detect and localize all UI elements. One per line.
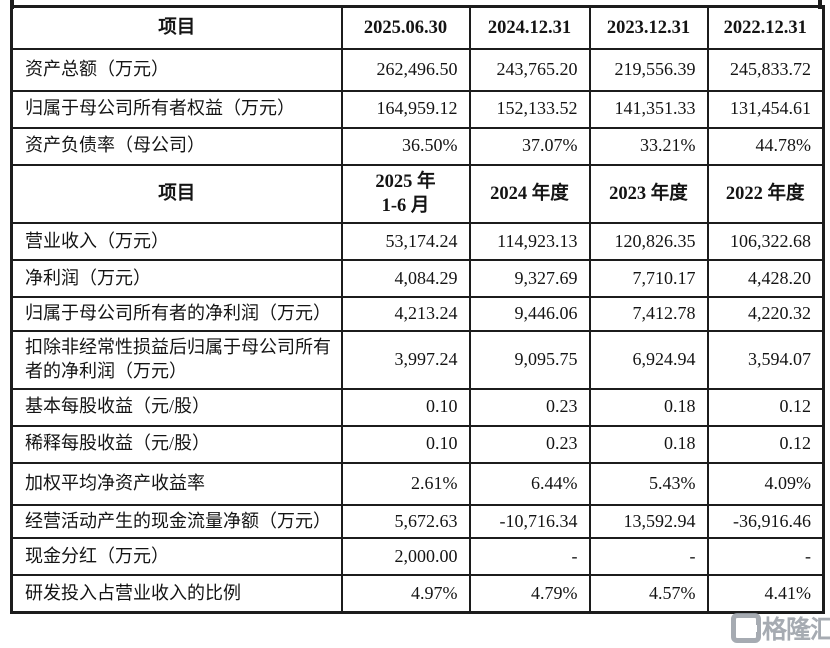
cell-value: 106,322.68 [706, 222, 825, 262]
row-label-total-assets: 资产总额（万元） [10, 47, 343, 92]
gelonghui-watermark: 格隆汇 [730, 610, 830, 646]
table-row: 稀释每股收益（元/股） 0.10 0.23 0.18 0.12 [10, 424, 825, 464]
cell-value: 4,213.24 [340, 296, 471, 333]
cell-value: 0.18 [588, 424, 709, 464]
cell-value: 0.10 [340, 424, 471, 464]
table-row: 归属于母公司所有者的净利润（万元） 4,213.24 9,446.06 7,41… [10, 296, 825, 333]
header-date-2023-12-31: 2023.12.31 [588, 5, 709, 50]
cell-value: 141,351.33 [588, 89, 709, 129]
cell-value: 152,133.52 [468, 89, 591, 129]
cell-value: 44.78% [706, 126, 825, 166]
cell-value: 13,592.94 [588, 503, 709, 540]
row-label-parent-net-profit: 归属于母公司所有者的净利润（万元） [10, 296, 343, 333]
cell-value: 5.43% [588, 461, 709, 506]
cell-value: 4,084.29 [340, 259, 471, 299]
cell-value: 4.09% [706, 461, 825, 506]
header-date-2025-06-30: 2025.06.30 [340, 5, 471, 50]
row-label-deducted-net-profit: 扣除非经常性损益后归属于母公司所有者的净利润（万元） [10, 330, 343, 390]
cell-value: 36.50% [340, 126, 471, 166]
financial-summary-table: 项目 2025.06.30 2024.12.31 2023.12.31 2022… [10, 5, 825, 614]
row-label-net-profit: 净利润（万元） [10, 259, 343, 299]
header-period-2023: 2023 年度 [588, 163, 709, 225]
cell-value: 219,556.39 [588, 47, 709, 92]
table-row: 资产总额（万元） 262,496.50 243,765.20 219,556.3… [10, 47, 825, 92]
row-label-revenue: 营业收入（万元） [10, 222, 343, 262]
row-label-rd-ratio: 研发投入占营业收入的比例 [10, 574, 343, 614]
table-row: 扣除非经常性损益后归属于母公司所有者的净利润（万元） 3,997.24 9,09… [10, 330, 825, 390]
cell-value: 9,327.69 [468, 259, 591, 299]
cell-value: 4.57% [588, 574, 709, 614]
cell-value: -10,716.34 [468, 503, 591, 540]
cell-value: 53,174.24 [340, 222, 471, 262]
cell-value: 4,220.32 [706, 296, 825, 333]
table-row: 现金分红（万元） 2,000.00 - - - [10, 537, 825, 577]
table-border-tick-left [10, 0, 14, 9]
row-label-cash-dividend: 现金分红（万元） [10, 537, 343, 577]
table-header-row-periods: 项目 2025 年 1-6 月 2024 年度 2023 年度 2022 年度 [10, 163, 825, 225]
cell-value: 7,710.17 [588, 259, 709, 299]
cell-value: 2,000.00 [340, 537, 471, 577]
cell-value: 2.61% [340, 461, 471, 506]
table-row: 经营活动产生的现金流量净额（万元） 5,672.63 -10,716.34 13… [10, 503, 825, 540]
cell-value: 3,997.24 [340, 330, 471, 390]
cell-value: 243,765.20 [468, 47, 591, 92]
table-row: 研发投入占营业收入的比例 4.97% 4.79% 4.57% 4.41% [10, 574, 825, 614]
cell-value: 7,412.78 [588, 296, 709, 333]
cell-value: 9,446.06 [468, 296, 591, 333]
row-label-parent-equity: 归属于母公司所有者权益（万元） [10, 89, 343, 129]
row-label-weighted-roe: 加权平均净资产收益率 [10, 461, 343, 506]
table-row: 营业收入（万元） 53,174.24 114,923.13 120,826.35… [10, 222, 825, 262]
cell-value: 131,454.61 [706, 89, 825, 129]
cell-value: 262,496.50 [340, 47, 471, 92]
table-header-row-balance: 项目 2025.06.30 2024.12.31 2023.12.31 2022… [10, 5, 825, 50]
cell-value: - [468, 537, 591, 577]
cell-value: 9,095.75 [468, 330, 591, 390]
cell-value: 245,833.72 [706, 47, 825, 92]
cell-value: 3,594.07 [706, 330, 825, 390]
cell-value: 4.79% [468, 574, 591, 614]
cell-value: 164,959.12 [340, 89, 471, 129]
cell-value: 33.21% [588, 126, 709, 166]
cell-value: 4.41% [706, 574, 825, 614]
table-row: 净利润（万元） 4,084.29 9,327.69 7,710.17 4,428… [10, 259, 825, 299]
cell-value: 0.18 [588, 387, 709, 427]
cell-value: 6,924.94 [588, 330, 709, 390]
row-label-debt-ratio: 资产负债率（母公司） [10, 126, 343, 166]
cell-value: 4,428.20 [706, 259, 825, 299]
watermark-text: 格隆汇 [761, 616, 830, 644]
cell-value: 6.44% [468, 461, 591, 506]
cell-value: 0.23 [468, 387, 591, 427]
cell-value: 0.12 [706, 387, 825, 427]
cell-value: 0.23 [468, 424, 591, 464]
cell-value: 5,672.63 [340, 503, 471, 540]
cell-value: 0.10 [340, 387, 471, 427]
header-period-2024: 2024 年度 [468, 163, 591, 225]
cell-value: 4.97% [340, 574, 471, 614]
header-date-2022-12-31: 2022.12.31 [706, 5, 825, 50]
header-period-2025-h1: 2025 年 1-6 月 [340, 163, 471, 225]
cell-value: -36,916.46 [706, 503, 825, 540]
table-row: 归属于母公司所有者权益（万元） 164,959.12 152,133.52 14… [10, 89, 825, 129]
header-item-label: 项目 [10, 163, 343, 225]
row-label-diluted-eps: 稀释每股收益（元/股） [10, 424, 343, 464]
row-label-basic-eps: 基本每股收益（元/股） [10, 387, 343, 427]
table-border-tick-right [818, 0, 822, 9]
row-label-operating-cash-flow: 经营活动产生的现金流量净额（万元） [10, 503, 343, 540]
cell-value: 120,826.35 [588, 222, 709, 262]
cell-value: 0.12 [706, 424, 825, 464]
table-row: 资产负债率（母公司） 36.50% 37.07% 33.21% 44.78% [10, 126, 825, 166]
cell-value: 37.07% [468, 126, 591, 166]
gelonghui-logo-icon [730, 613, 761, 643]
table-row: 基本每股收益（元/股） 0.10 0.23 0.18 0.12 [10, 387, 825, 427]
cell-value: - [588, 537, 709, 577]
header-date-2024-12-31: 2024.12.31 [468, 5, 591, 50]
cell-value: 114,923.13 [468, 222, 591, 262]
cell-value: - [706, 537, 825, 577]
header-item-label: 项目 [10, 5, 343, 50]
header-period-2022: 2022 年度 [706, 163, 825, 225]
table-row: 加权平均净资产收益率 2.61% 6.44% 5.43% 4.09% [10, 461, 825, 506]
